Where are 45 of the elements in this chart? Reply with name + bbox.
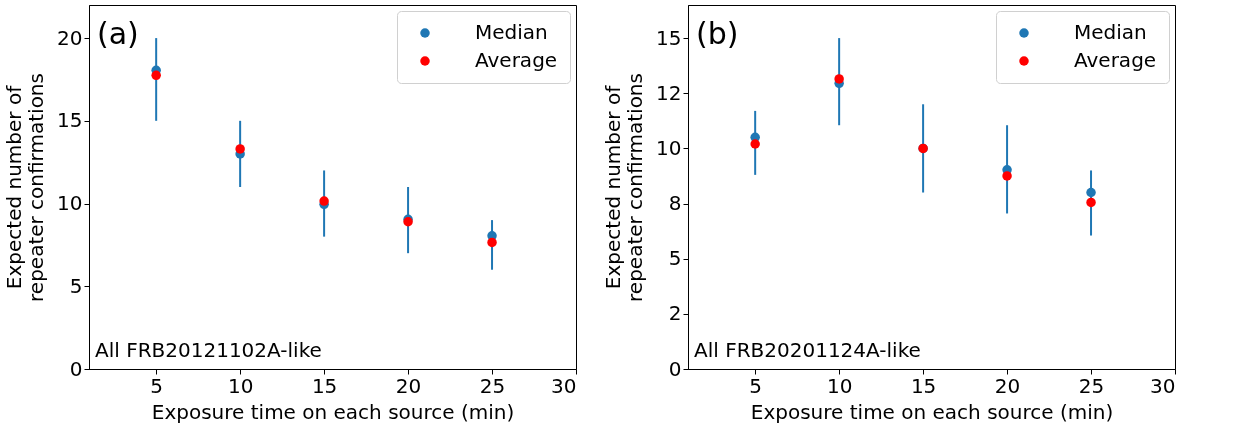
y-tick-label: 15 bbox=[57, 108, 83, 133]
point bbox=[1002, 171, 1012, 181]
x-tick-label: 20 bbox=[994, 373, 1021, 398]
x-tick-label: 20 bbox=[395, 373, 422, 398]
point bbox=[487, 237, 497, 248]
legend-label: Average bbox=[1074, 48, 1157, 72]
x-tick-label: 5 bbox=[150, 373, 164, 398]
y-tick-label: 20 bbox=[57, 25, 83, 50]
x-tick-label: 15 bbox=[311, 373, 338, 398]
y-tick-label: 10 bbox=[57, 191, 83, 216]
point bbox=[750, 139, 760, 149]
point bbox=[319, 196, 329, 206]
y-tick-label: 12 bbox=[656, 80, 682, 105]
point bbox=[834, 74, 844, 84]
x-tick-label: 15 bbox=[910, 373, 937, 398]
x-tick-label: 30 bbox=[551, 373, 577, 398]
x-tick-label: 30 bbox=[1150, 373, 1176, 398]
y-tick-label: 10 bbox=[656, 135, 682, 160]
point bbox=[1086, 197, 1096, 208]
y-axis-title: Expected number of repeater confirmations bbox=[2, 73, 49, 302]
point bbox=[151, 70, 161, 81]
y-tick-label: 2 bbox=[668, 301, 682, 326]
legend-label: Median bbox=[475, 20, 548, 44]
x-axis-title: Exposure time on each source (min) bbox=[750, 399, 1114, 424]
y-tick-label: 5 bbox=[668, 246, 682, 271]
legend-label: Average bbox=[475, 48, 558, 72]
x-tick-label: 25 bbox=[479, 373, 506, 398]
x-tick-label: 25 bbox=[1078, 373, 1105, 398]
y-tick-label: 15 bbox=[656, 25, 682, 50]
legend-label: Median bbox=[1074, 20, 1147, 44]
annotation: All FRB20201124A-like bbox=[694, 338, 921, 362]
y-tick-label: 0 bbox=[668, 356, 682, 381]
x-tick-label: 10 bbox=[826, 373, 853, 398]
point bbox=[235, 144, 245, 154]
x-axis-title: Exposure time on each source (min) bbox=[151, 399, 515, 424]
x-tick-label: 10 bbox=[227, 373, 254, 398]
annotation: (b) bbox=[696, 16, 739, 51]
annotation: (a) bbox=[97, 16, 139, 51]
y-axis-title: Expected number of repeater confirmations bbox=[601, 73, 648, 302]
point bbox=[1086, 187, 1096, 198]
annotation: All FRB20121102A-like bbox=[95, 338, 322, 362]
y-tick-label: 8 bbox=[668, 191, 682, 216]
y-tick-label: 0 bbox=[69, 356, 83, 381]
x-tick-label: 5 bbox=[749, 373, 763, 398]
y-tick-label: 5 bbox=[69, 273, 83, 298]
